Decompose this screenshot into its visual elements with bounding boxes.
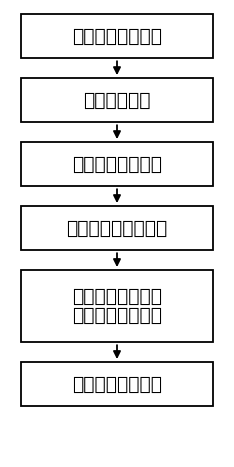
Text: 建立观测矩阵: 建立观测矩阵 bbox=[83, 91, 151, 110]
Text: 最小有效观测集内: 最小有效观测集内 bbox=[72, 287, 162, 306]
Text: 得到重构单帧图像: 得到重构单帧图像 bbox=[72, 375, 162, 394]
Text: 构建原始单帧图像: 构建原始单帧图像 bbox=[72, 27, 162, 46]
Text: 构建最小有效观测集: 构建最小有效观测集 bbox=[66, 219, 168, 238]
FancyBboxPatch shape bbox=[21, 362, 213, 406]
FancyBboxPatch shape bbox=[21, 14, 213, 58]
FancyBboxPatch shape bbox=[21, 142, 213, 186]
Text: 受损观测值的重构: 受损观测值的重构 bbox=[72, 306, 162, 325]
FancyBboxPatch shape bbox=[21, 270, 213, 342]
FancyBboxPatch shape bbox=[21, 206, 213, 250]
Text: 构建局部稀疏字典: 构建局部稀疏字典 bbox=[72, 155, 162, 174]
FancyBboxPatch shape bbox=[21, 78, 213, 122]
